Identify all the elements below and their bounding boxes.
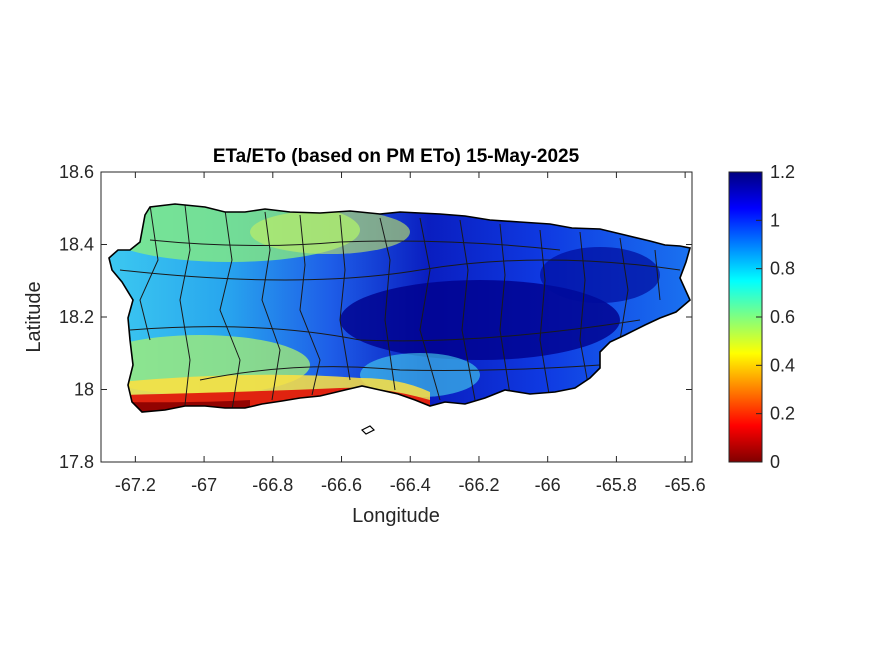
x-axis: -67.2 -67 -66.8 -66.6 -66.4 -66.2 -66 -65.8 -65.…	[115, 172, 706, 495]
colorbar-tick-label: 0.6	[770, 307, 795, 327]
municipality-boundaries	[119, 204, 681, 411]
colorbar-tick-label: 0	[770, 452, 780, 472]
x-tick-label: -66.6	[321, 475, 362, 495]
central-dark-zone	[340, 280, 620, 360]
east-dark-zone	[540, 247, 660, 303]
y-tick-label: 18.6	[59, 162, 94, 182]
y-axis-title: Latitude	[23, 281, 45, 352]
y-axis: 17.8 18 18.2 18.4 18.6	[59, 162, 692, 472]
colorbar-tick-label: 0.2	[770, 404, 795, 424]
island-outline	[108, 203, 692, 413]
y-tick-label: 17.8	[59, 452, 94, 472]
x-tick-label: -66	[535, 475, 561, 495]
y-tick-label: 18	[74, 380, 94, 400]
x-tick-label: -66.4	[390, 475, 431, 495]
x-tick-label: -67	[191, 475, 217, 495]
x-axis-title: Longitude	[352, 505, 440, 527]
plot-title: ETa/ETo (based on PM ETo) 15-May-2025	[213, 146, 580, 167]
x-tick-label: -66.2	[458, 475, 499, 495]
x-tick-label: -65.8	[596, 475, 637, 495]
colorbar-tick-label: 0.4	[770, 355, 795, 375]
y-tick-label: 18.4	[59, 235, 94, 255]
x-tick-label: -65.6	[665, 475, 706, 495]
north-central-yellow-zone	[250, 210, 410, 254]
x-tick-label: -66.8	[252, 475, 293, 495]
colorbar-tick-label: 0.8	[770, 259, 795, 279]
colorbar-tick-label: 1.2	[770, 162, 795, 182]
colorbar: 0 0.2 0.4 0.6 0.8 1 1.2	[728, 162, 795, 472]
colorbar-ticks: 0 0.2 0.4 0.6 0.8 1 1.2	[756, 162, 795, 472]
x-tick-label: -67.2	[115, 475, 156, 495]
y-tick-label: 18.2	[59, 307, 94, 327]
vieques-offshore-islet	[360, 425, 376, 435]
colorbar-tick-label: 1	[770, 210, 780, 230]
